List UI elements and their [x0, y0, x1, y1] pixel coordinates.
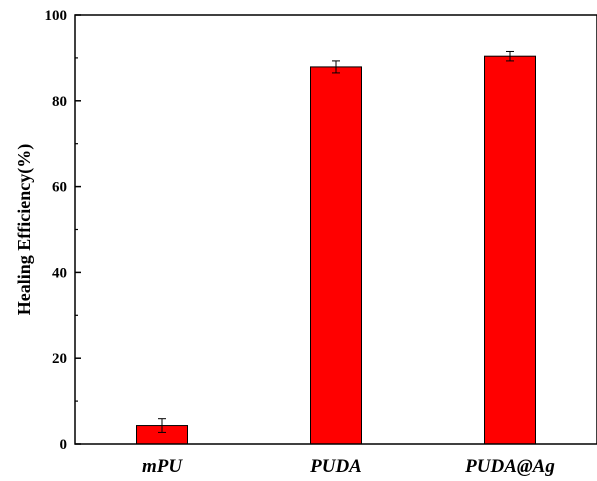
x-tick-label: mPU	[142, 456, 183, 477]
bar-puda	[310, 66, 362, 445]
y-axis-label: Healing Efficiency(%)	[14, 144, 35, 315]
y-tick-label: 40	[52, 265, 67, 281]
bars	[136, 55, 536, 445]
error-bars	[158, 50, 514, 433]
y-tick-label: 100	[45, 8, 68, 24]
x-tick-label: PUDA	[309, 456, 362, 477]
y-tick-label: 80	[52, 94, 67, 110]
bar-puda-ag	[484, 55, 536, 445]
plot-frame	[74, 14, 597, 445]
x-axis-labels: mPU PUDA PUDA@Ag	[142, 456, 555, 477]
y-tick-label: 60	[52, 180, 67, 196]
y-tick-label: 20	[52, 351, 67, 367]
y-tick-label: 0	[60, 437, 68, 453]
x-tick-label: PUDA@Ag	[464, 456, 555, 477]
